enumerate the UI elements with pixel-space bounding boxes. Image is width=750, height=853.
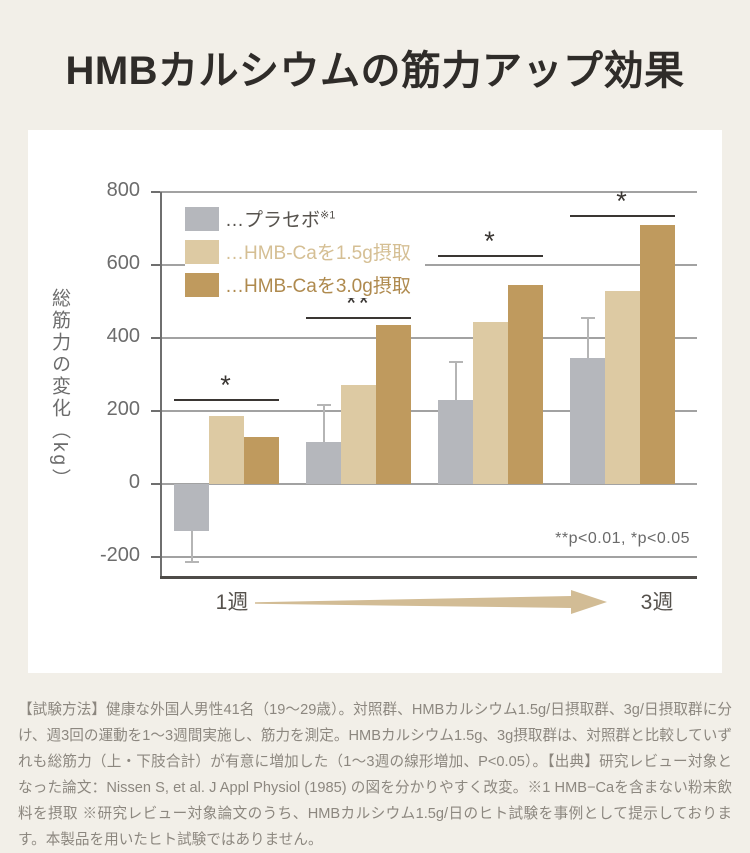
error-bar-cap-group4 [580, 316, 595, 319]
significance-line-group2 [306, 316, 411, 319]
y-tick-label--200: -200 [99, 543, 140, 566]
legend-label-hmb-1-5g: …HMB-Caを1.5g摂取 [225, 243, 411, 264]
significance-line-group1 [174, 399, 279, 401]
y-tick-label-400: 400 [106, 324, 140, 347]
y-tick-label-200: 200 [106, 397, 140, 420]
legend-label-placebo: …プラセボ※1 [225, 209, 336, 231]
legend: …プラセボ※1 …HMB-Caを1.5g摂取 …HMB-Caを3.0g摂取 [185, 205, 425, 298]
significance-marker-group3: * [484, 225, 497, 256]
error-bar-group1 [190, 531, 193, 563]
gridline-200 [160, 409, 697, 412]
gridline-0 [160, 482, 697, 485]
legend-label-hmb-3-0g: …HMB-Caを3.0g摂取 [225, 276, 411, 297]
y-tick-label-800: 800 [106, 179, 140, 201]
y-axis-title: 総筋力の変化（kg） [49, 288, 70, 491]
significance-line-group4 [570, 214, 675, 217]
bar-hmb-1-5g-group1 [209, 416, 244, 484]
timeline-arrow-polygon [255, 590, 607, 614]
significance-line-group3 [438, 254, 543, 257]
y-tick--200 [151, 555, 160, 558]
y-tick-label-0: 0 [128, 470, 140, 493]
bar-hmb-3-0g-group2 [376, 325, 411, 484]
x-label-week3: 3週 [640, 591, 674, 614]
page: HMBカルシウムの筋力アップ効果 総筋力の変化（kg） …プラセボ※1 …HMB-… [18, 49, 732, 848]
bar-hmb-1-5g-group3 [473, 321, 508, 484]
legend-footnote-ref: ※1 [320, 209, 336, 222]
legend-swatch-hmb-1-5g [185, 239, 219, 264]
plot-area: …プラセボ※1 …HMB-Caを1.5g摂取 …HMB-Caを3.0g摂取 **p<… [100, 179, 697, 579]
bar-placebo-group1 [174, 483, 209, 532]
bar-placebo-group2 [306, 441, 341, 484]
error-bar-cap-group1 [184, 561, 199, 564]
legend-swatch-placebo [185, 206, 219, 231]
error-bar-group4 [586, 317, 589, 359]
bar-hmb-3-0g-group4 [640, 224, 675, 484]
bar-hmb-3-0g-group1 [244, 436, 279, 484]
y-tick-label-600: 600 [106, 251, 140, 274]
error-bar-cap-group3 [448, 360, 463, 363]
bar-hmb-1-5g-group2 [341, 385, 376, 484]
legend-item-hmb-1-5g: …HMB-Caを1.5g摂取 [185, 239, 411, 264]
bar-hmb-3-0g-group3 [508, 285, 543, 484]
legend-swatch-hmb-3-0g [185, 272, 219, 297]
legend-item-hmb-3-0g: …HMB-Caを3.0g摂取 [185, 272, 411, 297]
bar-placebo-group4 [570, 358, 605, 484]
y-tick-0 [151, 482, 160, 485]
bar-hmb-1-5g-group4 [605, 290, 640, 484]
timeline-arrow-icon [255, 590, 607, 614]
significance-marker-group1: * [220, 370, 233, 400]
significance-marker-group4: * [616, 185, 629, 216]
y-tick-800 [151, 191, 160, 193]
y-tick-400 [151, 336, 160, 339]
error-bar-cap-group2 [316, 404, 331, 407]
y-axis-line [160, 192, 162, 577]
y-tick-600 [151, 263, 160, 266]
x-label-week1: 1週 [215, 591, 249, 614]
page-title: HMBカルシウムの筋力アップ効果 [65, 49, 685, 93]
error-bar-group2 [322, 405, 325, 442]
bar-placebo-group3 [438, 400, 473, 484]
y-tick-200 [151, 409, 160, 412]
p-value-annotation: **p<0.01, *p<0.05 [555, 530, 690, 547]
legend-item-placebo: …プラセボ※1 [185, 206, 411, 231]
gridline-600 [160, 263, 697, 266]
error-bar-group3 [454, 361, 457, 400]
gridline-800 [160, 191, 697, 193]
gridline--200 [160, 555, 697, 558]
x-axis-line [160, 576, 697, 579]
gridline-400 [160, 336, 697, 339]
chart-card: 総筋力の変化（kg） …プラセボ※1 …HMB-Caを1.5g摂取 …HMB-Caを… [28, 130, 722, 673]
